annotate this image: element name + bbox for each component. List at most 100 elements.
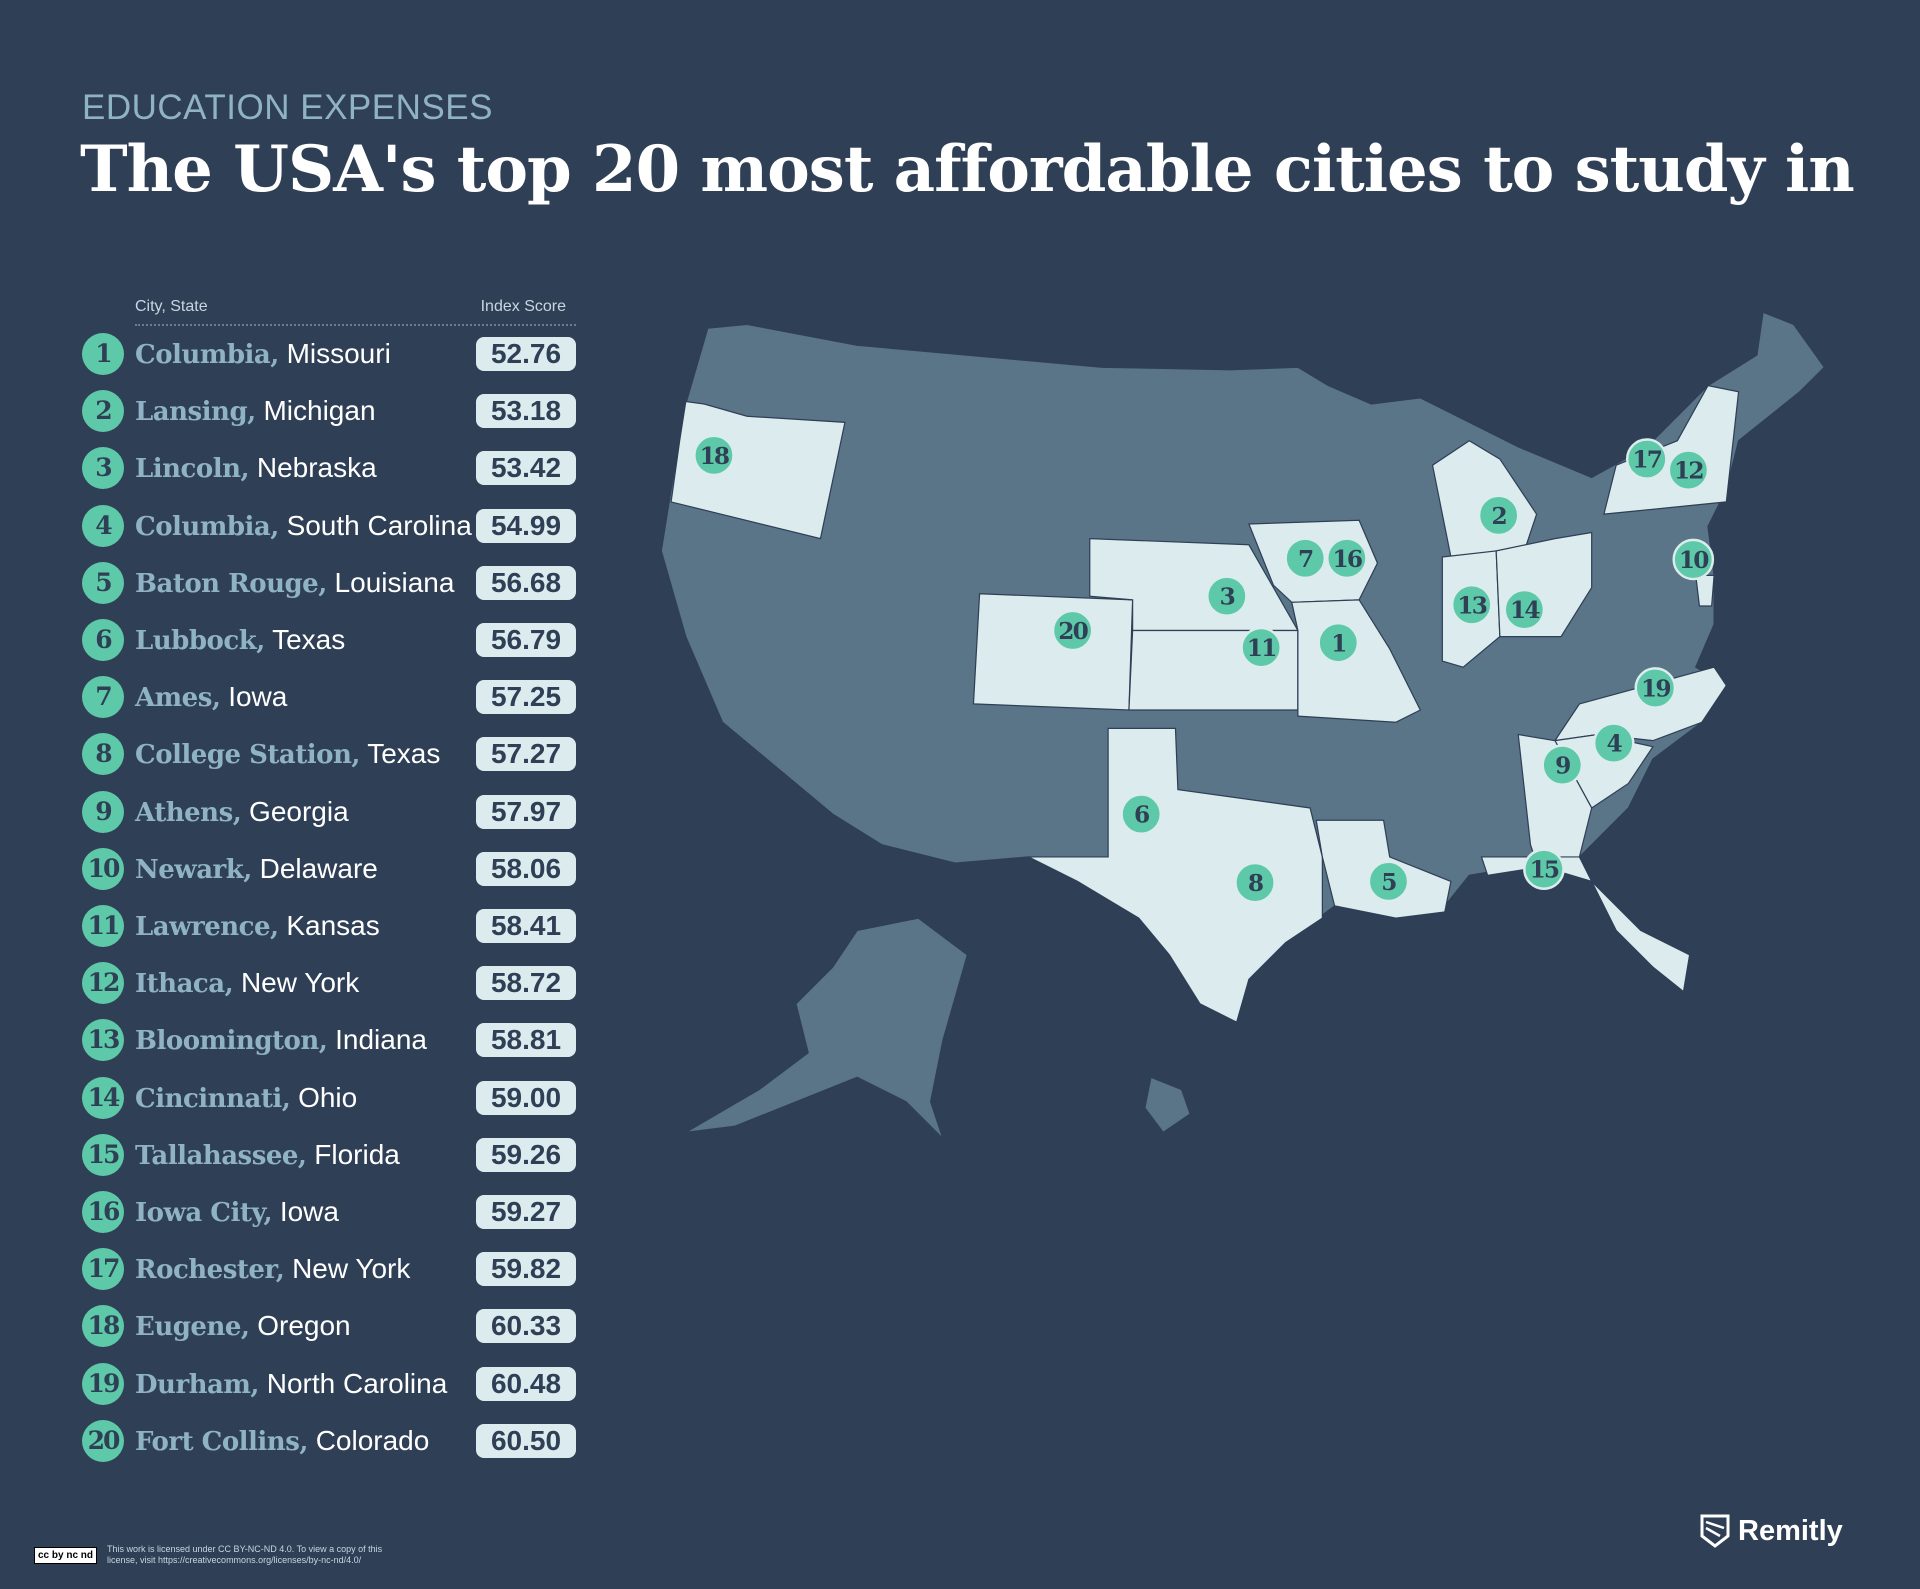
marker-circle [1672,538,1715,581]
state-name: North Carolina [266,1367,448,1399]
state-name: Texas [272,624,346,655]
marker-label: 1 [1331,630,1345,657]
rank-badge: 5 [82,561,124,604]
city-state: Baton Rouge, Louisiana [135,567,454,599]
map-marker: 14 [1503,588,1546,631]
table-row: 5 Baton Rouge, Louisiana 56.68 [82,561,582,605]
marker-label: 13 [1457,592,1486,619]
city-state: Rochester, New York [135,1253,410,1285]
rank-badge: 19 [82,1362,124,1405]
map-marker: 7 [1284,537,1327,580]
map-marker: 2 [1477,494,1520,537]
state-name: Oregon [257,1310,351,1342]
city-name: Iowa City, [135,1198,273,1228]
rank-badge: 20 [82,1419,124,1462]
state-name: Indiana [335,1024,427,1056]
index-score: 57.27 [476,737,576,772]
city-state: Newark, Delaware [135,853,378,885]
map-marker: 12 [1667,449,1710,491]
table-row: 17 Rochester, New York 59.82 [82,1247,582,1291]
marker-label: 10 [1679,547,1709,574]
marker-label: 3 [1220,584,1235,611]
city-state: Lincoln, Nebraska [135,452,377,484]
marker-circle [1450,583,1493,626]
marker-circle [1592,722,1635,764]
map-marker: 17 [1625,438,1668,480]
marker-label: 4 [1607,731,1623,758]
marker-label: 5 [1381,869,1396,896]
marker-circle [1523,848,1565,890]
map-marker: 19 [1634,667,1677,709]
rank-badge: 14 [82,1076,124,1119]
index-score: 57.97 [476,794,576,829]
rank-badge: 17 [82,1248,124,1291]
marker-circle [1284,537,1327,580]
marker-circle [1503,588,1546,631]
city-name: Fort Collins, [135,1426,308,1457]
city-state: College Station, Texas [135,738,440,770]
state-colorado [972,593,1134,711]
table-row: 4 Columbia, South Carolina 54.99 [82,504,582,548]
state-name: Colorado [315,1424,430,1456]
state-name: Texas [367,738,441,770]
state-name: Louisiana [334,566,455,598]
city-name: Lawrence, [135,912,279,942]
index-score: 60.33 [476,1309,576,1344]
city-name: Baton Rouge, [135,568,327,599]
city-name: College Station, [135,740,360,771]
map-marker: 3 [1206,575,1248,617]
rank-badge: 11 [82,905,124,947]
marker-circle [693,434,735,477]
marker-circle [1541,744,1584,786]
table-row: 19 Durham, North Carolina 60.48 [82,1362,582,1406]
state-name: Iowa [279,1196,339,1227]
marker-circle [1367,860,1410,903]
rank-badge: 4 [82,504,124,547]
license-text: This work is licensed under CC BY-NC-ND … [107,1544,383,1565]
index-score: 54.99 [476,508,576,543]
map-marker: 18 [693,434,735,477]
city-state: Lawrence, Kansas [135,910,380,942]
marker-label: 19 [1641,676,1670,703]
marker-label: 7 [1298,546,1313,573]
index-score: 58.81 [476,1023,576,1058]
marker-label: 15 [1530,857,1559,884]
license: cc by nc nd This work is licensed under … [34,1544,407,1566]
city-name: Lincoln, [135,454,250,485]
city-state: Ithaca, New York [135,967,359,999]
state-name: Missouri [286,338,391,369]
table-row: 1 Columbia, Missouri 52.76 [82,332,582,376]
city-state: Bloomington, Indiana [135,1024,427,1056]
col-city: City, State [135,298,208,315]
table-row: 11 Lawrence, Kansas 58.41 [82,904,582,948]
rank-badge: 1 [82,333,124,375]
index-score: 59.00 [476,1080,576,1115]
marker-circle [1477,494,1520,537]
table-row: 13 Bloomington, Indiana 58.81 [82,1018,582,1062]
marker-label: 17 [1632,447,1661,474]
index-score: 53.42 [476,451,576,486]
index-score: 56.79 [476,623,576,657]
city-name: Bloomington, [135,1026,328,1057]
table-row: 6 Lubbock, Texas 56.79 [82,618,582,662]
map-marker: 15 [1523,848,1565,890]
table-row: 8 College Station, Texas 57.27 [82,732,582,776]
index-score: 59.82 [476,1252,576,1287]
marker-circle [1625,438,1668,480]
table-row: 2 Lansing, Michigan 53.18 [82,389,582,433]
map-marker: 9 [1541,744,1584,786]
city-state: Fort Collins, Colorado [135,1425,429,1457]
map-marker: 16 [1326,537,1368,580]
city-name: Newark, [135,854,252,885]
table-row: 12 Ithaca, New York 58.72 [82,961,582,1005]
state-delaware [1695,574,1715,607]
rank-badge: 10 [82,847,124,890]
marker-circle [1206,575,1248,617]
city-state: Lubbock, Texas [135,624,345,656]
hawaii [1144,1076,1191,1134]
page-title: The USA's top 20 most affordable cities … [80,132,1855,207]
city-name: Eugene, [135,1312,250,1343]
marker-label: 18 [700,443,729,470]
city-name: Ames, [135,683,221,714]
rank-badge: 3 [82,447,124,490]
